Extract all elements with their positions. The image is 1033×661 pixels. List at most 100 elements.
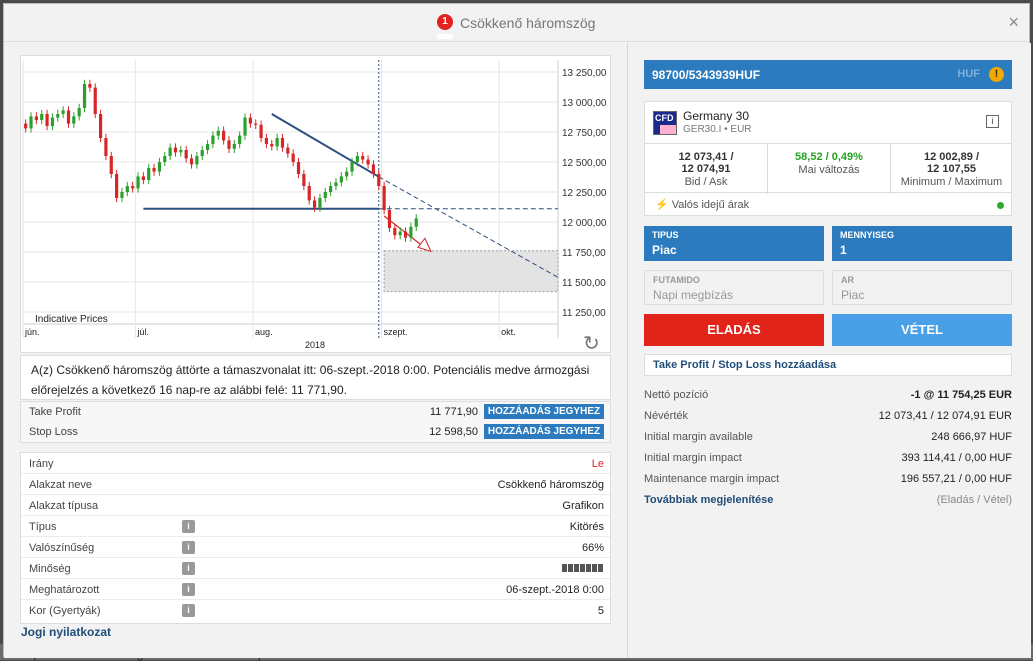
add-tp-sl-link[interactable]: Take Profit / Stop Loss hozzáadása (644, 354, 1012, 376)
warning-icon[interactable]: ! (989, 67, 1004, 82)
candle-body (398, 231, 402, 236)
candle-body (329, 186, 333, 192)
detail-row-direction: Irány Le (21, 453, 610, 474)
badge-underline (437, 34, 453, 39)
candle-body (157, 162, 162, 172)
take-profit-row: Take Profit 11 771,90 HOZZÁADÁS JEGYHEZ (21, 402, 610, 422)
stop-loss-label: Stop Loss (29, 426, 78, 438)
chart-svg[interactable]: 13 250,00 13 000,00 12 750,00 12 500,00 12 2… (21, 56, 610, 355)
change-label: Mai változás (798, 164, 860, 176)
candle-body (34, 116, 38, 120)
candle-body (168, 147, 172, 156)
show-more-link[interactable]: Továbbiak megjelenítése (644, 494, 774, 506)
candle-body (45, 114, 49, 126)
candle-body (296, 162, 301, 174)
candle-body (312, 200, 317, 208)
refresh-icon[interactable]: ↻ (583, 331, 600, 355)
candle-body (280, 138, 285, 148)
info-icon[interactable]: i (182, 604, 195, 617)
candle-body (115, 174, 119, 198)
quantity-value: 1 (840, 243, 847, 257)
detail-label: Valószínűség (29, 542, 95, 554)
candle-body (254, 123, 258, 125)
info-icon[interactable]: i (182, 520, 195, 533)
x-tick-label: szept. (383, 327, 407, 337)
x-tick-label: okt. (501, 327, 516, 337)
candle-body (179, 150, 183, 153)
detail-value: 5 (597, 605, 604, 617)
candle-body (243, 117, 247, 136)
position-label: Maintenance margin impact (644, 473, 780, 485)
resistance-extension (378, 176, 559, 278)
position-value: 12 073,41 / 12 074,91 EUR (878, 410, 1012, 422)
stop-loss-row: Stop Loss 12 598,50 HOZZÁADÁS JEGYHEZ (21, 422, 610, 442)
candle-body (77, 108, 81, 117)
pattern-description: A(z) Csökkenő háromszög áttörte a támasz… (20, 355, 611, 400)
dialog-title: Csökkenő háromszög (460, 15, 596, 31)
pattern-dialog: 1 Csökkenő háromszög × 13 250,00 13 000,0… (3, 3, 1031, 658)
info-icon[interactable]: i (182, 562, 195, 575)
candle-body (302, 174, 306, 186)
duration-select[interactable]: FUTAMIDO Napi megbízás (644, 270, 824, 305)
candle-body (184, 150, 188, 159)
detail-value: 66% (581, 542, 604, 554)
info-icon[interactable]: i (182, 541, 195, 554)
candle-body (104, 138, 108, 156)
order-type-select[interactable]: TIPUS Piac (644, 226, 824, 261)
instrument-name: Germany 30 (683, 109, 750, 123)
quantity-input[interactable]: MENNYISEG 1 (832, 226, 1012, 261)
show-more-hint: (Eladás / Vétel) (936, 494, 1012, 506)
add-take-profit-button[interactable]: HOZZÁADÁS JEGYHEZ (484, 404, 604, 419)
quantity-label: MENNYISEG (840, 230, 895, 240)
detail-label: Meghatározott (29, 584, 100, 596)
sell-button[interactable]: ELADÁS (644, 314, 824, 346)
forecast-arrow-head (417, 237, 432, 253)
detail-label: Irány (29, 458, 54, 470)
margin-available-row: Initial margin available 248 666,97 HUF (644, 427, 1012, 448)
candle-body (173, 147, 178, 153)
candle-body (56, 114, 60, 118)
candle-body (232, 144, 236, 149)
add-stop-loss-button[interactable]: HOZZÁADÁS JEGYHEZ (484, 424, 604, 439)
candle-body (131, 186, 135, 189)
candle-body (141, 176, 145, 180)
legal-disclaimer-link[interactable]: Jogi nyilatkozat (21, 625, 112, 639)
account-number: 98700/5343939HUF (652, 68, 761, 82)
detail-label: Minőség (29, 563, 71, 575)
detail-value: Kitörés (569, 521, 604, 533)
detail-label: Típus (29, 521, 57, 533)
detail-row-probability: Valószínűség i 66% (21, 537, 610, 558)
notification-badge[interactable]: 1 (437, 14, 453, 30)
close-icon[interactable]: × (1008, 12, 1019, 32)
candle-body (109, 156, 113, 174)
candle-body (72, 116, 76, 124)
maintenance-margin-row: Maintenance margin impact 196 557,21 / 0… (644, 469, 1012, 490)
info-icon[interactable]: i (182, 583, 195, 596)
y-tick-label: 12 750,00 (562, 128, 607, 139)
account-currency: HUF (957, 68, 980, 80)
change-value: 58,52 / 0,49% (795, 151, 863, 163)
stat-change: 58,52 / 0,49% Mai változás (768, 144, 890, 194)
y-tick-label: 11 500,00 (562, 278, 606, 289)
candle-body (88, 84, 92, 88)
stat-separator (890, 144, 891, 194)
order-type-value: Piac (652, 243, 677, 257)
candle-body (382, 186, 386, 210)
price-chart[interactable]: 13 250,00 13 000,00 12 750,00 12 500,00 12 2… (20, 55, 611, 355)
buy-button[interactable]: VÉTEL (832, 314, 1012, 346)
detail-value: Le (591, 458, 604, 470)
candle-body (371, 164, 376, 174)
position-label: Initial margin impact (644, 452, 742, 464)
candle-body (270, 144, 274, 147)
price-input[interactable]: AR Piac (832, 270, 1012, 305)
instrument-info-icon[interactable]: i (986, 115, 999, 128)
candle-body (120, 192, 124, 198)
resistance-line (271, 113, 380, 178)
candle-body (147, 168, 151, 180)
position-value: 248 666,97 HUF (931, 431, 1012, 443)
price-label: AR (841, 275, 854, 285)
ask-value: 12 074,91 (681, 163, 731, 175)
candle-body (238, 135, 242, 144)
instrument-stats: 12 073,41 / 12 074,91 Bid / Ask 58,52 / … (645, 143, 1011, 194)
account-selector[interactable]: 98700/5343939HUF HUF ! (644, 60, 1012, 89)
